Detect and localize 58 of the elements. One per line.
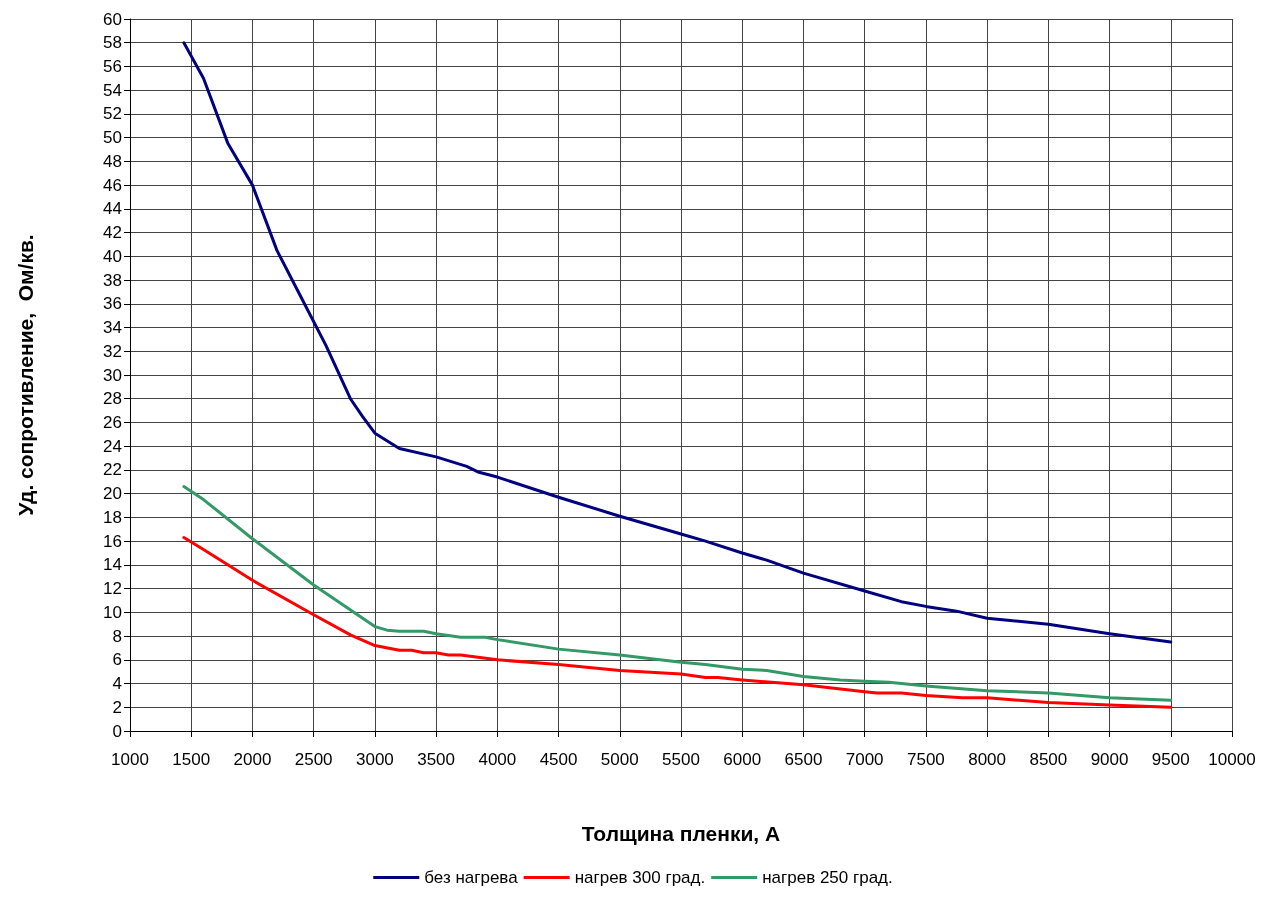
y-tick-label: 48 [103, 151, 122, 171]
x-tick-label: 1000 [111, 750, 149, 769]
y-tick-label: 28 [103, 389, 122, 409]
y-tick-label: 52 [103, 104, 122, 124]
y-tick-label: 12 [103, 579, 122, 599]
y-tick-label: 44 [103, 199, 122, 219]
x-tick-label: 8500 [1029, 750, 1068, 769]
x-tick-label: 4000 [478, 750, 517, 769]
x-tick-label: 1500 [172, 750, 211, 769]
line-series [182, 41, 1173, 644]
y-tick-label: 32 [103, 341, 122, 361]
y-tick-label: 40 [103, 246, 122, 266]
y-tick-label: 14 [103, 555, 122, 575]
y-tick-label: 10 [103, 602, 122, 622]
y-tick-label: 2 [112, 697, 122, 717]
x-tick-label: 4500 [539, 750, 578, 769]
y-tick-label: 24 [103, 436, 122, 456]
y-tick-label: 54 [103, 80, 122, 100]
y-tick-label: 6 [112, 650, 122, 670]
x-tick-label: 9000 [1090, 750, 1129, 769]
x-tick-label: 10000 [1208, 750, 1256, 769]
y-tick-label: 38 [103, 270, 122, 290]
line-series [182, 536, 1173, 709]
y-tick-label: 8 [112, 626, 122, 646]
x-tick-label: 6500 [784, 750, 823, 769]
y-tick-label: 60 [103, 9, 122, 29]
legend-label: без нагрева [424, 868, 519, 887]
y-axis-title: Уд. сопротивление, Ом/кв. [14, 234, 37, 516]
x-tick-label: 2500 [294, 750, 333, 769]
y-tick-label: 30 [103, 365, 122, 385]
x-axis-title: Толщина пленки, А [581, 822, 781, 845]
x-tick-label: 7500 [906, 750, 945, 769]
y-tick-label: 50 [103, 128, 122, 148]
y-tick-label: 0 [112, 721, 122, 741]
x-tick-label: 8000 [968, 750, 1007, 769]
y-tick-label: 58 [103, 33, 122, 53]
x-tick-label: 5500 [662, 750, 700, 769]
x-tick-label: 2000 [233, 750, 272, 769]
y-tick-label: 46 [103, 175, 122, 195]
x-tick-label: 5000 [600, 750, 639, 769]
x-tick-label: 7000 [845, 750, 884, 769]
y-tick-label: 22 [103, 460, 122, 480]
y-tick-label: 18 [103, 507, 122, 527]
y-tick-label: 42 [103, 223, 122, 243]
legend-label: нагрев 300 град. [574, 868, 706, 887]
x-tick-label: 6000 [723, 750, 762, 769]
y-tick-label: 56 [103, 56, 122, 76]
line-series [182, 485, 1173, 702]
y-tick-label: 36 [103, 294, 122, 314]
y-tick-label: 20 [103, 484, 122, 504]
y-tick-label: 34 [103, 318, 122, 338]
y-tick-label: 26 [103, 412, 122, 432]
legend-label: нагрев 250 град. [762, 868, 893, 887]
x-tick-label: 3500 [417, 750, 456, 769]
y-tick-label: 16 [103, 531, 122, 551]
x-tick-label: 9500 [1151, 750, 1190, 769]
y-tick-label: 4 [112, 674, 122, 694]
x-tick-label: 3000 [355, 750, 394, 769]
